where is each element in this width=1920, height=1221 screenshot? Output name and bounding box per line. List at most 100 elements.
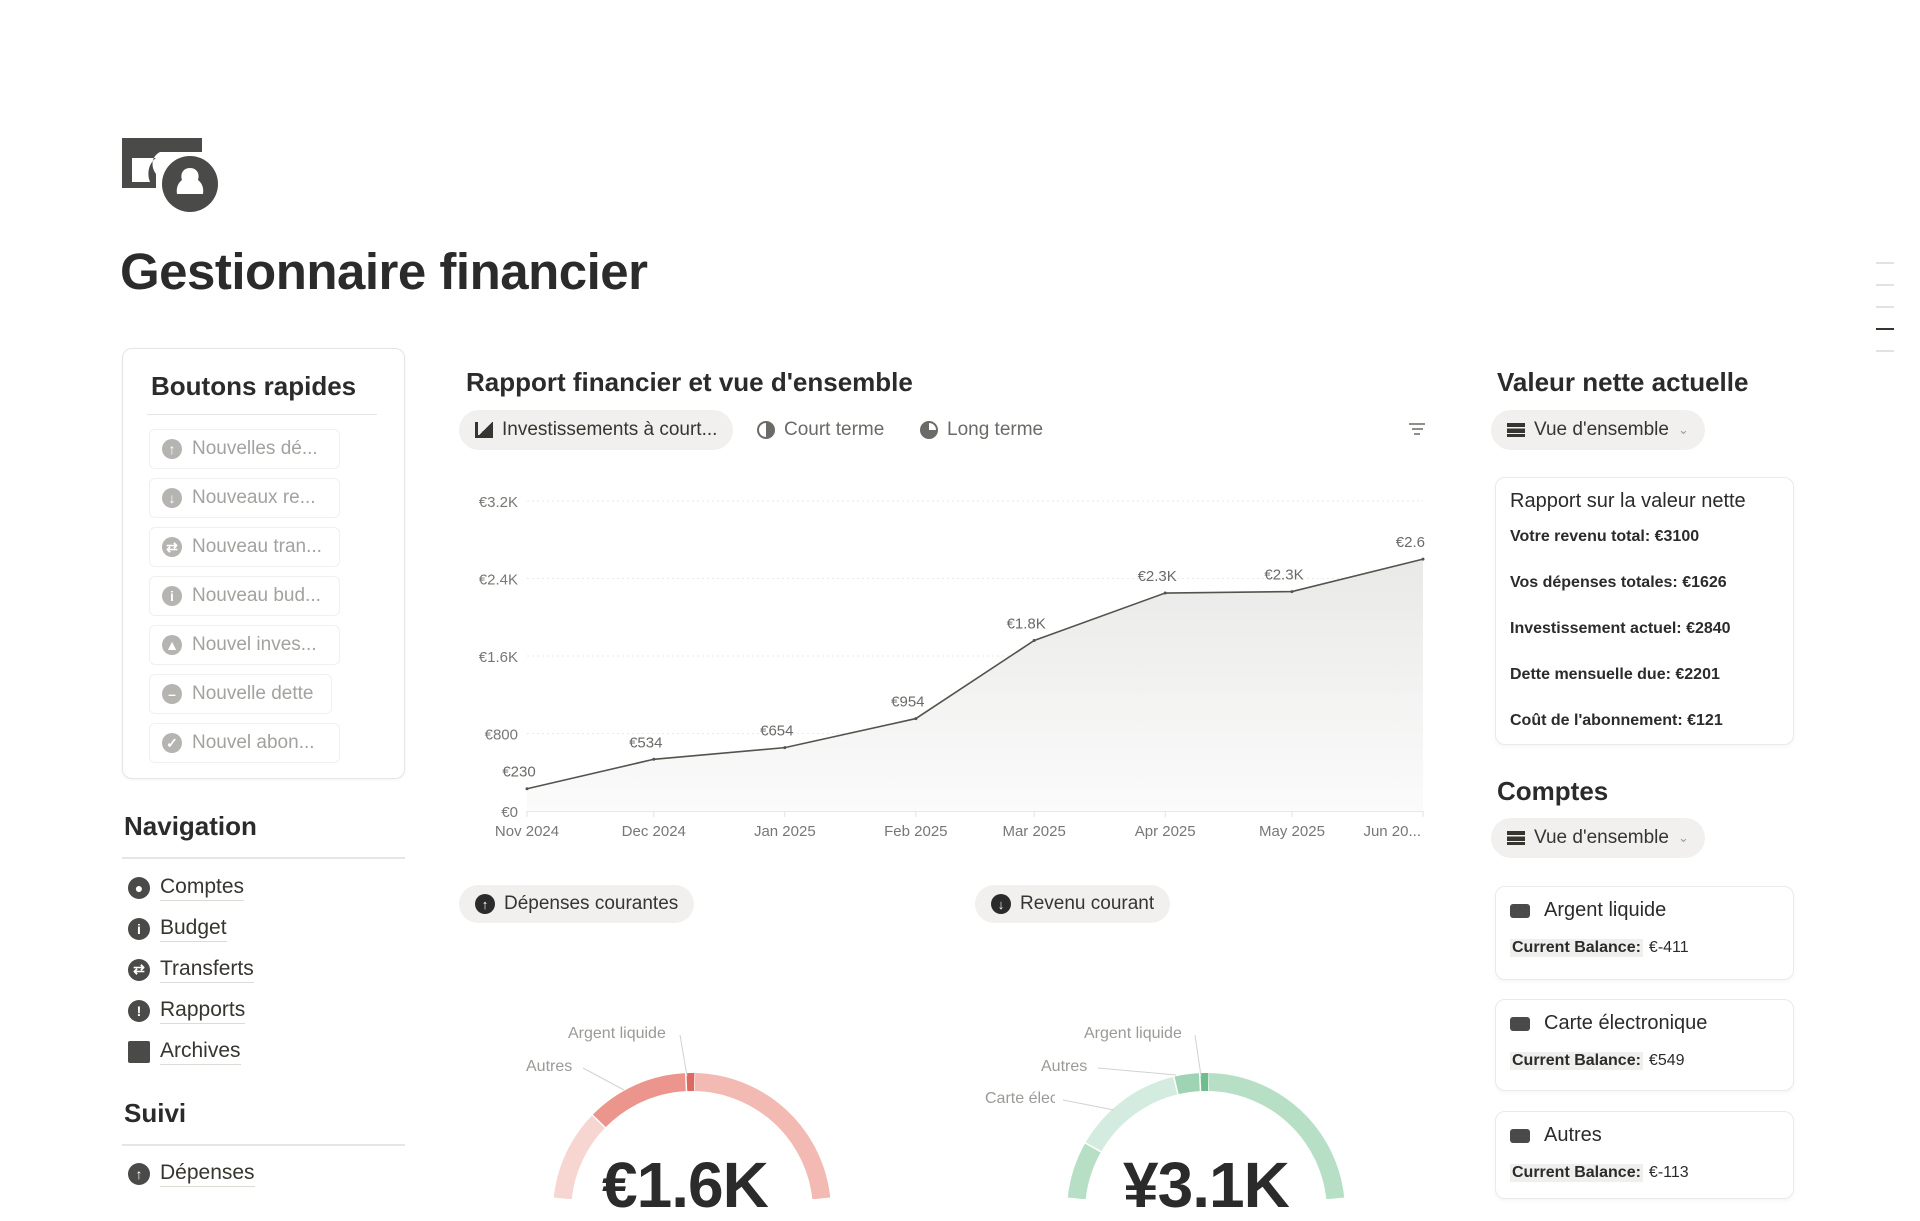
expenses-total-value: €1.6K (602, 1172, 768, 1199)
nav-label: Archives (160, 1038, 241, 1065)
donut-label: Argent liquide (1084, 1025, 1182, 1043)
minus-circle-icon: – (162, 684, 182, 704)
account-card[interactable]: Autres Current Balance:€-113 (1495, 1111, 1794, 1199)
y-tick-label: €1.6K (479, 649, 518, 666)
account-card[interactable]: Carte électronique Current Balance:€549 (1495, 999, 1794, 1091)
toc-line-active[interactable] (1876, 328, 1894, 330)
quick-button-label: Nouvelles dé... (192, 438, 318, 460)
divider (122, 1144, 405, 1146)
toc-line[interactable] (1876, 306, 1894, 308)
data-label: €954 (891, 694, 924, 711)
check-circle-icon: ✓ (162, 733, 182, 753)
button-label: Dépenses courantes (504, 893, 678, 915)
balance-value: €-411 (1649, 939, 1689, 957)
net-worth-item: Votre revenu total: €3100 (1510, 528, 1699, 546)
quick-button-new-transfer[interactable]: ⇄Nouveau tran... (149, 527, 340, 567)
quick-buttons-title: Boutons rapides (151, 371, 356, 402)
cash-icon (1510, 904, 1530, 918)
net-worth-card-title: Rapport sur la valeur nette (1510, 490, 1746, 513)
exclamation-circle-icon: ! (128, 1000, 150, 1022)
filter-icon[interactable] (1408, 423, 1426, 437)
expenses-current-button[interactable]: ↑Dépenses courantes (459, 885, 694, 923)
navigation-heading: Navigation (124, 811, 257, 842)
nav-item-transferts[interactable]: ⇄ Transferts (128, 956, 254, 983)
leader-line (1195, 1035, 1201, 1076)
accounts-view-dropdown[interactable]: Vue d'ensemble ⌄ (1491, 818, 1705, 858)
balance-label: Current Balance: (1510, 1164, 1643, 1182)
user-circle-icon: ● (128, 877, 150, 899)
tab-long-terme[interactable]: Long terme (920, 410, 1043, 450)
balance-value: €549 (1649, 1052, 1685, 1070)
arrow-down-circle-icon: ↓ (991, 894, 1011, 914)
net-worth-card[interactable]: Rapport sur la valeur nette Votre revenu… (1495, 477, 1794, 745)
divider (147, 414, 377, 415)
tab-short-term-investments[interactable]: Investissements à court... (459, 410, 733, 450)
quick-button-new-subscription[interactable]: ✓Nouvel abon... (149, 723, 340, 763)
chevron-down-icon: ⌄ (1678, 830, 1689, 846)
nav-item-rapports[interactable]: !Rapports (128, 997, 245, 1024)
nav-item-comptes[interactable]: ● Comptes (128, 874, 244, 901)
slice-separator (592, 1115, 606, 1128)
tab-label: Long terme (947, 419, 1043, 441)
nav-label: Budget (160, 915, 227, 942)
data-point (1033, 639, 1036, 642)
slice-separator (1085, 1143, 1101, 1152)
income-total-value: ¥3.1K (1123, 1172, 1289, 1199)
leader-line (680, 1035, 687, 1076)
quick-button-new-investment[interactable]: ▲Nouvel inves... (149, 625, 340, 665)
x-tick-label: Dec 2024 (622, 823, 686, 840)
quick-button-new-expense[interactable]: ↑Nouvelles dé... (149, 429, 340, 469)
info-circle-icon: i (128, 918, 150, 940)
x-tick-label: Nov 2024 (495, 823, 559, 840)
report-heading: Rapport financier et vue d'ensemble (466, 367, 913, 398)
suivi-heading: Suivi (124, 1098, 186, 1129)
x-tick-label: Jan 2025 (754, 823, 816, 840)
quick-button-new-income[interactable]: ↓Nouveaux re... (149, 478, 340, 518)
net-worth-item: Vos dépenses totales: €1626 (1510, 574, 1727, 592)
transfer-icon: ⇄ (128, 959, 150, 981)
leader-line (583, 1068, 624, 1090)
board-icon (1507, 423, 1525, 437)
nav-item-depenses[interactable]: ↑ Dépenses (128, 1160, 255, 1187)
donut-slice (1093, 1086, 1176, 1148)
accounts-heading: Comptes (1497, 776, 1608, 807)
nav-label: Transferts (160, 956, 254, 983)
donut-label: Autres (526, 1058, 572, 1076)
area-fill (527, 559, 1423, 811)
data-point (526, 787, 529, 790)
nav-label: Comptes (160, 874, 244, 901)
nav-item-archives[interactable]: Archives (128, 1038, 241, 1065)
donut-slice (1176, 1082, 1200, 1085)
dropdown-label: Vue d'ensemble (1534, 827, 1669, 849)
y-tick-label: €2.4K (479, 572, 518, 589)
net-worth-item: Dette mensuelle due: €2201 (1510, 666, 1720, 684)
donut-slice (599, 1082, 686, 1121)
toc-line[interactable] (1876, 284, 1894, 286)
terminal-icon (1510, 1129, 1530, 1143)
credit-card-icon (1510, 1017, 1530, 1031)
quick-button-new-debt[interactable]: –Nouvelle dette (149, 674, 332, 714)
slice-separator (1200, 1073, 1201, 1092)
tab-court-terme[interactable]: Court terme (757, 410, 884, 450)
data-label: €230 (502, 764, 535, 781)
slice-separator (686, 1073, 687, 1092)
account-name: Autres (1544, 1124, 1602, 1147)
nav-label: Dépenses (160, 1160, 255, 1187)
y-tick-label: €0 (501, 804, 518, 821)
leader-line (1098, 1068, 1176, 1075)
toc-line[interactable] (1876, 262, 1894, 264)
toc-line[interactable] (1876, 350, 1894, 352)
nav-item-budget[interactable]: i Budget (128, 915, 227, 942)
dropdown-label: Vue d'ensemble (1534, 419, 1669, 441)
x-tick-label: Mar 2025 (1002, 823, 1065, 840)
data-point (914, 717, 917, 720)
income-current-button[interactable]: ↓Revenu courant (975, 885, 1170, 923)
balance-label: Current Balance: (1510, 1052, 1643, 1070)
donut-label: Carte élec (985, 1090, 1055, 1108)
net-worth-heading: Valeur nette actuelle (1497, 367, 1748, 398)
series-line (527, 559, 1423, 789)
account-card[interactable]: Argent liquide Current Balance:€-411 (1495, 886, 1794, 980)
arrow-up-circle-icon: ↑ (128, 1163, 150, 1185)
net-worth-view-dropdown[interactable]: Vue d'ensemble⌄ (1491, 410, 1705, 450)
